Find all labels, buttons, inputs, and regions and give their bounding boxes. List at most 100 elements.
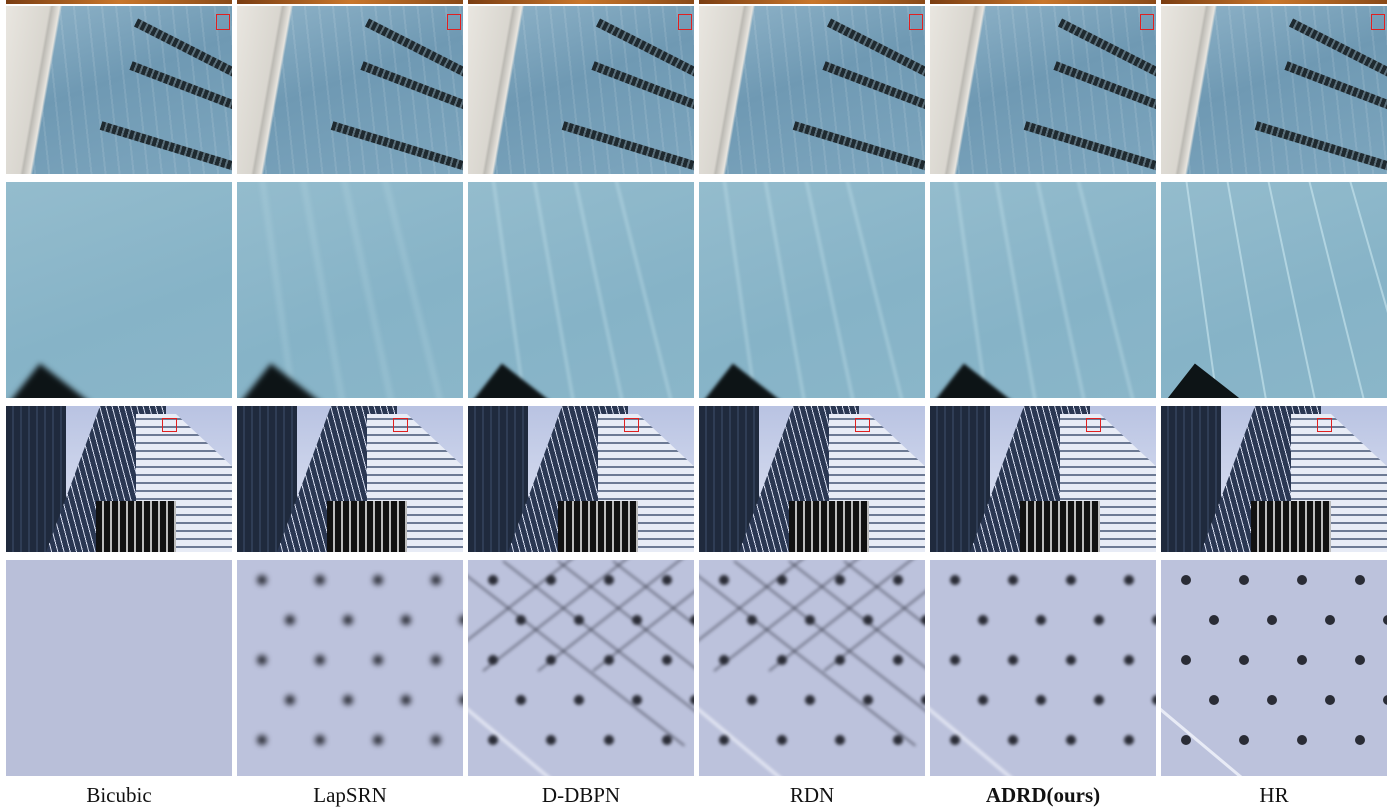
- panel-adrd-scene2-overview: [930, 406, 1156, 552]
- dot-mark: [1297, 575, 1307, 585]
- dot-mark: [662, 575, 672, 585]
- panel-adrd-scene2-zoom: [930, 560, 1156, 776]
- dot-mark: [921, 615, 925, 625]
- dot-mark: [1181, 655, 1191, 665]
- grid-line: [788, 560, 925, 747]
- dot-mark: [747, 615, 757, 625]
- dark-corner: [6, 363, 151, 398]
- dark-corner: [930, 363, 1075, 398]
- dot-mark: [574, 615, 584, 625]
- panel-lapsrn-scene1-zoom: [237, 182, 463, 398]
- dot-mark: [662, 735, 672, 745]
- building-windows: [1251, 501, 1331, 552]
- diagonal-line: [699, 700, 925, 776]
- dot-mark: [1297, 655, 1307, 665]
- dot-mark: [690, 615, 694, 625]
- dot-mark: [257, 735, 267, 745]
- diagonal-line: [468, 700, 694, 776]
- dot-mark: [604, 575, 614, 585]
- dot-mark: [978, 695, 988, 705]
- panel-ddbpn-scene2-zoom: [468, 560, 694, 776]
- dot-mark: [431, 735, 441, 745]
- panel-hr-scene2-overview: [1161, 406, 1387, 552]
- facade-line: [570, 182, 628, 398]
- dot-mark: [488, 735, 498, 745]
- zoom-content: [930, 560, 1156, 776]
- dot-mark: [315, 655, 325, 665]
- dot-mark: [1267, 615, 1277, 625]
- panel-rdn-scene2-zoom: [699, 560, 925, 776]
- top-image-strip: [237, 0, 463, 4]
- dot-mark: [978, 615, 988, 625]
- dot-mark: [1124, 655, 1134, 665]
- dot-mark: [257, 575, 267, 585]
- zoom-content: [699, 560, 925, 776]
- grid-line: [699, 560, 917, 747]
- dot-mark: [893, 735, 903, 745]
- dot-mark: [747, 695, 757, 705]
- panel-hr-scene1-zoom: [1161, 182, 1387, 398]
- grid-line: [612, 560, 694, 747]
- dot-mark: [950, 655, 960, 665]
- dot-mark: [1152, 615, 1156, 625]
- highlight-box: [1371, 14, 1385, 30]
- dot-mark: [950, 575, 960, 585]
- dot-mark: [488, 575, 498, 585]
- dot-mark: [574, 695, 584, 705]
- dot-mark: [546, 575, 556, 585]
- facade-line: [258, 182, 298, 398]
- dot-mark: [1209, 615, 1219, 625]
- dot-mark: [1355, 575, 1365, 585]
- top-image-strip: [468, 0, 694, 4]
- dot-mark: [835, 655, 845, 665]
- dot-mark: [315, 735, 325, 745]
- dot-mark: [1239, 575, 1249, 585]
- facade-line: [1223, 182, 1271, 398]
- zoom-content: [468, 560, 694, 776]
- dot-mark: [950, 735, 960, 745]
- caption-rdn: RDN: [789, 783, 835, 807]
- dark-corner: [699, 363, 844, 398]
- zoom-content: [930, 182, 1156, 398]
- dot-mark: [373, 655, 383, 665]
- window-band: [561, 121, 694, 171]
- facade-line: [299, 182, 347, 398]
- facade-line: [1345, 182, 1387, 398]
- panel-lapsrn-scene1-overview: [237, 6, 463, 174]
- dot-mark: [373, 735, 383, 745]
- grid-line: [843, 560, 925, 747]
- dot-mark: [632, 615, 642, 625]
- facade-line: [992, 182, 1040, 398]
- panel-bicubic-scene1-overview: [6, 6, 232, 174]
- dot-mark: [516, 695, 526, 705]
- dot-mark: [805, 695, 815, 705]
- dot-mark: [921, 695, 925, 705]
- top-image-strip: [699, 0, 925, 4]
- window-band: [1023, 121, 1156, 171]
- dot-mark: [546, 735, 556, 745]
- highlight-box: [909, 14, 923, 30]
- dot-mark: [893, 575, 903, 585]
- dot-mark: [777, 655, 787, 665]
- panel-adrd-scene1-zoom: [930, 182, 1156, 398]
- caption-bicubic: Bicubic: [86, 783, 152, 807]
- dot-mark: [1239, 655, 1249, 665]
- grid-line: [557, 560, 694, 747]
- building-windows: [1020, 501, 1100, 552]
- panel-lapsrn-scene2-zoom: [237, 560, 463, 776]
- panel-ddbpn-scene1-zoom: [468, 182, 694, 398]
- dot-mark: [719, 655, 729, 665]
- facade-line: [761, 182, 809, 398]
- dot-mark: [1008, 655, 1018, 665]
- building-windows: [558, 501, 638, 552]
- dot-mark: [1124, 575, 1134, 585]
- window-band: [99, 121, 232, 171]
- caption-hr: HR: [1259, 783, 1289, 807]
- dot-mark: [1094, 615, 1104, 625]
- diagonal-line: [1161, 700, 1387, 776]
- panel-rdn-scene2-overview: [699, 406, 925, 552]
- dot-mark: [1267, 695, 1277, 705]
- dot-mark: [632, 695, 642, 705]
- dot-mark: [1181, 575, 1191, 585]
